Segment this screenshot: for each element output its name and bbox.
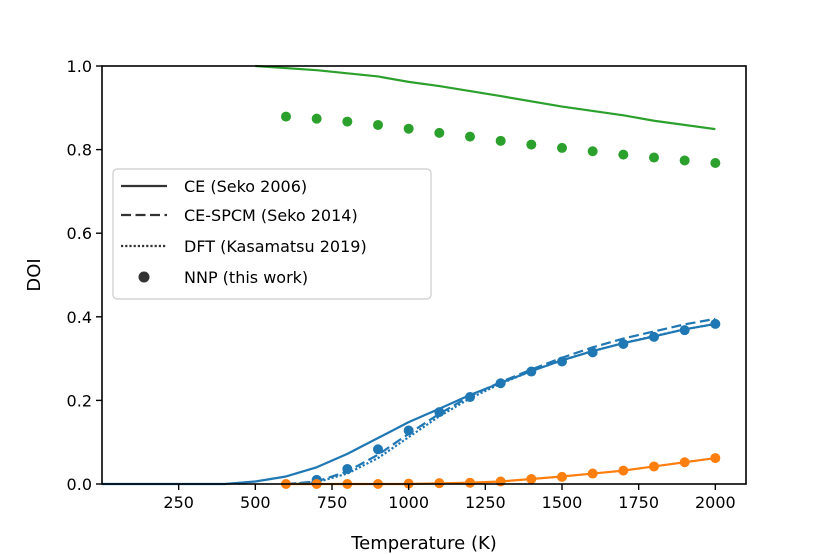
plot-area <box>102 64 721 489</box>
data-point <box>679 155 690 166</box>
x-tick-label: 1500 <box>542 493 583 512</box>
legend-label: DFT (Kasamatsu 2019) <box>184 237 367 256</box>
data-point <box>434 407 445 418</box>
data-point <box>281 111 291 122</box>
data-point <box>710 157 721 168</box>
data-point <box>557 471 567 482</box>
y-tick-label: 1.0 <box>67 57 92 76</box>
series-line <box>285 322 716 486</box>
x-tick-label: 1250 <box>465 493 506 512</box>
x-tick-label: 250 <box>163 493 194 512</box>
data-point <box>649 331 659 342</box>
legend-label: CE (Seko 2006) <box>184 177 307 196</box>
data-point <box>679 325 690 336</box>
data-point <box>311 113 322 124</box>
x-tick-label: 750 <box>317 493 348 512</box>
data-point <box>434 127 445 138</box>
data-point <box>587 468 598 479</box>
legend-label: CE-SPCM (Seko 2014) <box>184 206 358 225</box>
data-point <box>403 123 414 134</box>
data-point <box>495 476 506 487</box>
data-point <box>495 378 506 389</box>
x-tick-label: 1000 <box>388 493 429 512</box>
y-tick-label: 0.2 <box>67 391 92 410</box>
y-tick-label: 0.4 <box>67 308 92 327</box>
plot-frame <box>101 65 747 485</box>
data-point <box>679 457 690 468</box>
data-point <box>710 318 721 329</box>
x-tick-label: 500 <box>240 493 271 512</box>
axes: 250 500 750 1000 1250 1500 1750 2000 0.0 0.2 0.4 0.… <box>24 57 747 554</box>
data-point <box>342 463 353 474</box>
data-point <box>587 146 598 157</box>
data-point <box>373 444 383 455</box>
data-point <box>465 131 475 142</box>
x-tick-label: 1750 <box>618 493 659 512</box>
data-point <box>649 152 659 163</box>
data-point <box>342 116 353 127</box>
x-axis-label: Temperature (K) <box>350 533 497 554</box>
data-point <box>434 478 445 489</box>
series-line <box>255 64 716 131</box>
data-point <box>495 135 506 146</box>
data-point <box>557 142 567 153</box>
data-point <box>526 139 537 150</box>
y-tick-label: 0.0 <box>67 475 92 494</box>
data-point <box>618 149 629 160</box>
data-point <box>557 356 567 367</box>
data-point <box>649 461 659 472</box>
series-line <box>285 317 716 486</box>
data-point <box>526 473 537 484</box>
legend-label: NNP (this work) <box>184 268 308 287</box>
data-point <box>373 119 383 130</box>
data-point <box>465 477 475 488</box>
legend-marker <box>138 271 150 283</box>
data-point <box>403 425 414 436</box>
y-axis-label: DOI <box>24 258 45 291</box>
y-tick-label: 0.8 <box>67 141 92 160</box>
y-tick-label: 0.6 <box>67 224 92 243</box>
data-point <box>465 392 475 403</box>
data-point <box>618 465 629 476</box>
data-point <box>710 453 721 464</box>
data-point <box>618 338 629 349</box>
legend-box <box>112 168 432 300</box>
data-point <box>526 366 537 377</box>
legend: CE (Seko 2006) CE-SPCM (Seko 2014) DFT (Ka… <box>112 168 432 300</box>
data-point <box>587 347 598 358</box>
x-tick-label: 2000 <box>695 493 736 512</box>
